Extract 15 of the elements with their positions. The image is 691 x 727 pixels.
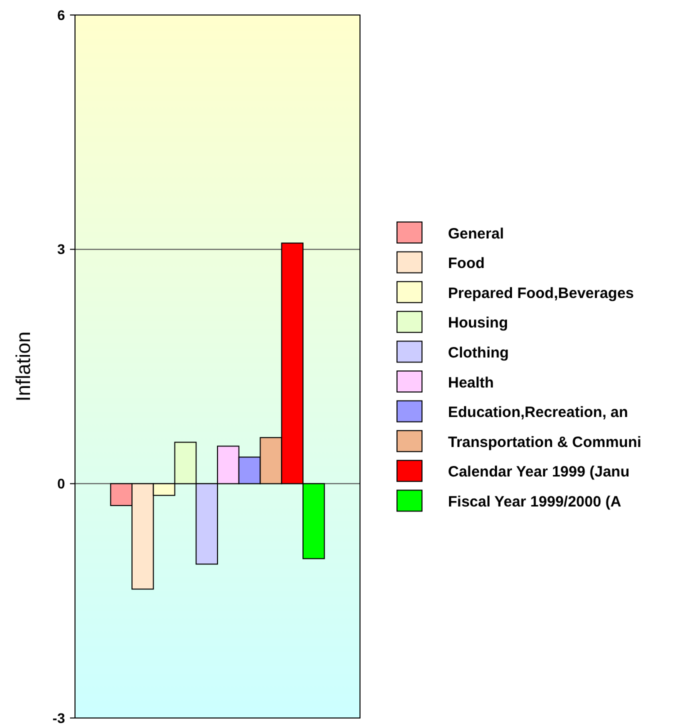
legend-label: Transportation & Communi [448,434,642,451]
legend-label: Fiscal Year 1999/2000 (A [448,493,622,510]
legend-label: Housing [448,314,508,332]
legend-label: General [448,225,504,242]
legend-label: Food [448,255,485,272]
legend-label: Education,Recreation, an [448,404,628,422]
y-tick-label: 0 [57,476,66,492]
legend-label: Calendar Year 1999 (Janu [448,464,630,481]
y-tick-label: 6 [57,6,66,23]
y-tick-label: -3 [52,710,66,726]
y-tick-label: 3 [57,241,66,258]
legend-label: Health [448,374,494,392]
legend-label: Prepared Food,Beverages [448,284,634,302]
y-axis-title: Inflation [13,331,35,402]
legend-label: Clothing [448,344,509,362]
